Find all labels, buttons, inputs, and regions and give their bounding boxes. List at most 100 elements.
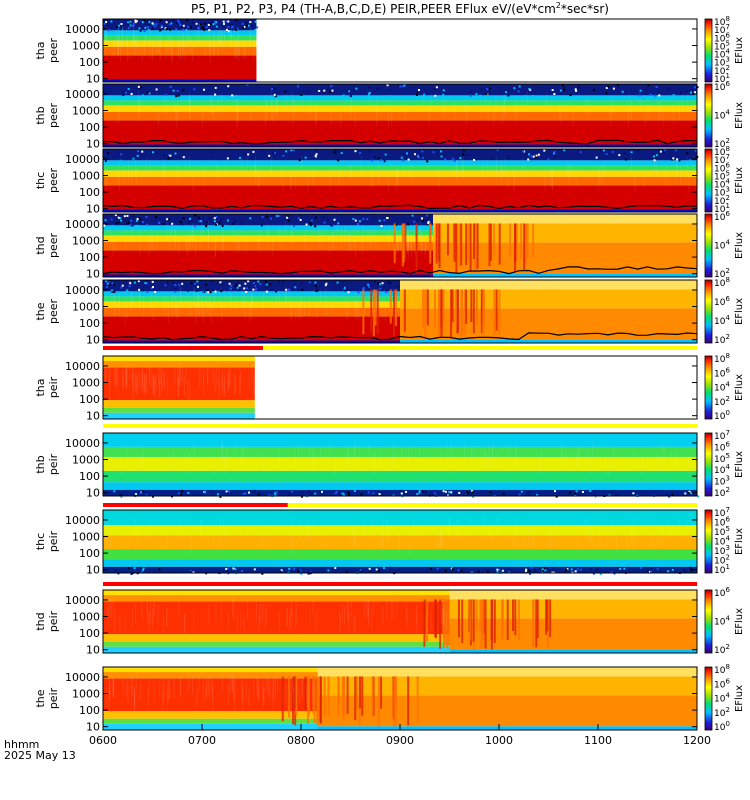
- texture-streak: [291, 607, 293, 627]
- noise-speck: [225, 28, 228, 31]
- noise-speck: [134, 19, 137, 22]
- noise-speck: [592, 572, 595, 575]
- texture-streak: [108, 691, 110, 710]
- noise-speck: [460, 569, 463, 572]
- noise-speck: [154, 25, 157, 28]
- noise-speck: [599, 149, 602, 152]
- noise-speck: [240, 569, 243, 572]
- transition-streak: [545, 599, 548, 635]
- noise-speck: [528, 572, 531, 575]
- noise-speck: [349, 95, 352, 98]
- transition-streak: [509, 223, 512, 257]
- noise-speck: [528, 569, 531, 572]
- texture-streak: [108, 523, 110, 543]
- transition-streak: [438, 223, 441, 269]
- texture-streak: [320, 288, 322, 308]
- spectrogram-data: [103, 510, 698, 575]
- noise-speck: [527, 491, 530, 494]
- x-tick-label: 0700: [188, 734, 216, 747]
- texture-streak: [550, 529, 552, 549]
- noise-speck: [421, 156, 424, 159]
- texture-streak: [388, 227, 390, 247]
- energy-band: [103, 149, 697, 161]
- texture-streak: [448, 516, 450, 536]
- noise-speck: [174, 152, 177, 155]
- colorbar-scale: [704, 355, 713, 420]
- texture-streak: [149, 366, 151, 386]
- texture-streak: [109, 380, 111, 400]
- texture-streak: [677, 449, 679, 469]
- transition-streak: [455, 223, 458, 273]
- noise-speck: [195, 289, 198, 292]
- texture-streak: [149, 158, 151, 178]
- texture-streak: [233, 691, 235, 711]
- noise-speck: [145, 282, 148, 285]
- transition-streak: [312, 676, 315, 709]
- noise-speck: [271, 88, 274, 91]
- transition-streak: [461, 599, 464, 643]
- texture-streak: [626, 534, 628, 554]
- colorbar-tick-label: 104: [714, 48, 730, 61]
- texture-streak: [122, 677, 124, 697]
- texture-streak: [603, 160, 605, 180]
- noise-speck: [127, 26, 130, 29]
- texture-streak: [363, 598, 365, 618]
- texture-streak: [178, 32, 180, 52]
- noise-speck: [612, 87, 615, 90]
- noise-speck: [230, 284, 233, 287]
- noise-speck: [625, 158, 628, 161]
- texture-streak: [136, 165, 138, 185]
- noise-speck: [630, 151, 633, 154]
- noise-speck: [152, 23, 155, 26]
- texture-streak: [253, 679, 255, 699]
- colorbar-tick-label: 100: [714, 720, 730, 733]
- texture-streak: [687, 92, 689, 112]
- texture-streak: [515, 446, 517, 466]
- noise-speck: [155, 88, 158, 91]
- texture-streak: [344, 607, 346, 627]
- noise-speck: [322, 216, 325, 219]
- transition-streak: [425, 289, 428, 325]
- noise-speck: [451, 157, 454, 160]
- texture-streak: [575, 166, 577, 186]
- texture-streak: [368, 599, 370, 619]
- texture-streak: [162, 691, 164, 711]
- noise-speck: [400, 156, 403, 159]
- y-tick-label: 1000: [72, 611, 100, 624]
- texture-streak: [396, 597, 398, 617]
- texture-streak: [288, 612, 290, 632]
- texture-streak: [105, 527, 107, 547]
- noise-speck: [152, 151, 155, 154]
- colorbar-tick-label: 106: [714, 366, 730, 379]
- noise-speck: [367, 93, 370, 96]
- noise-speck: [377, 282, 380, 285]
- texture-streak: [585, 95, 587, 115]
- noise-speck: [553, 93, 556, 96]
- noise-speck: [167, 157, 170, 160]
- texture-streak: [406, 226, 408, 246]
- texture-streak: [347, 445, 349, 465]
- texture-streak: [553, 526, 555, 546]
- noise-speck: [179, 23, 182, 26]
- noise-speck: [280, 569, 283, 572]
- mode-bar-segment: [103, 582, 697, 586]
- texture-streak: [213, 524, 215, 544]
- transition-streak: [475, 289, 478, 325]
- texture-streak: [112, 288, 114, 308]
- texture-streak: [428, 106, 430, 126]
- energy-band: [103, 634, 450, 642]
- noise-speck: [148, 92, 151, 95]
- texture-streak: [208, 604, 210, 624]
- noise-speck: [331, 89, 334, 92]
- noise-speck: [204, 22, 207, 25]
- texture-streak: [410, 236, 412, 256]
- noise-speck: [233, 220, 236, 223]
- colorbar-tick-label: 106: [714, 516, 730, 529]
- texture-streak: [309, 607, 311, 627]
- texture-streak: [308, 296, 310, 316]
- texture-streak: [156, 230, 158, 250]
- noise-speck: [274, 88, 277, 91]
- texture-streak: [135, 375, 137, 395]
- noise-speck: [530, 155, 533, 158]
